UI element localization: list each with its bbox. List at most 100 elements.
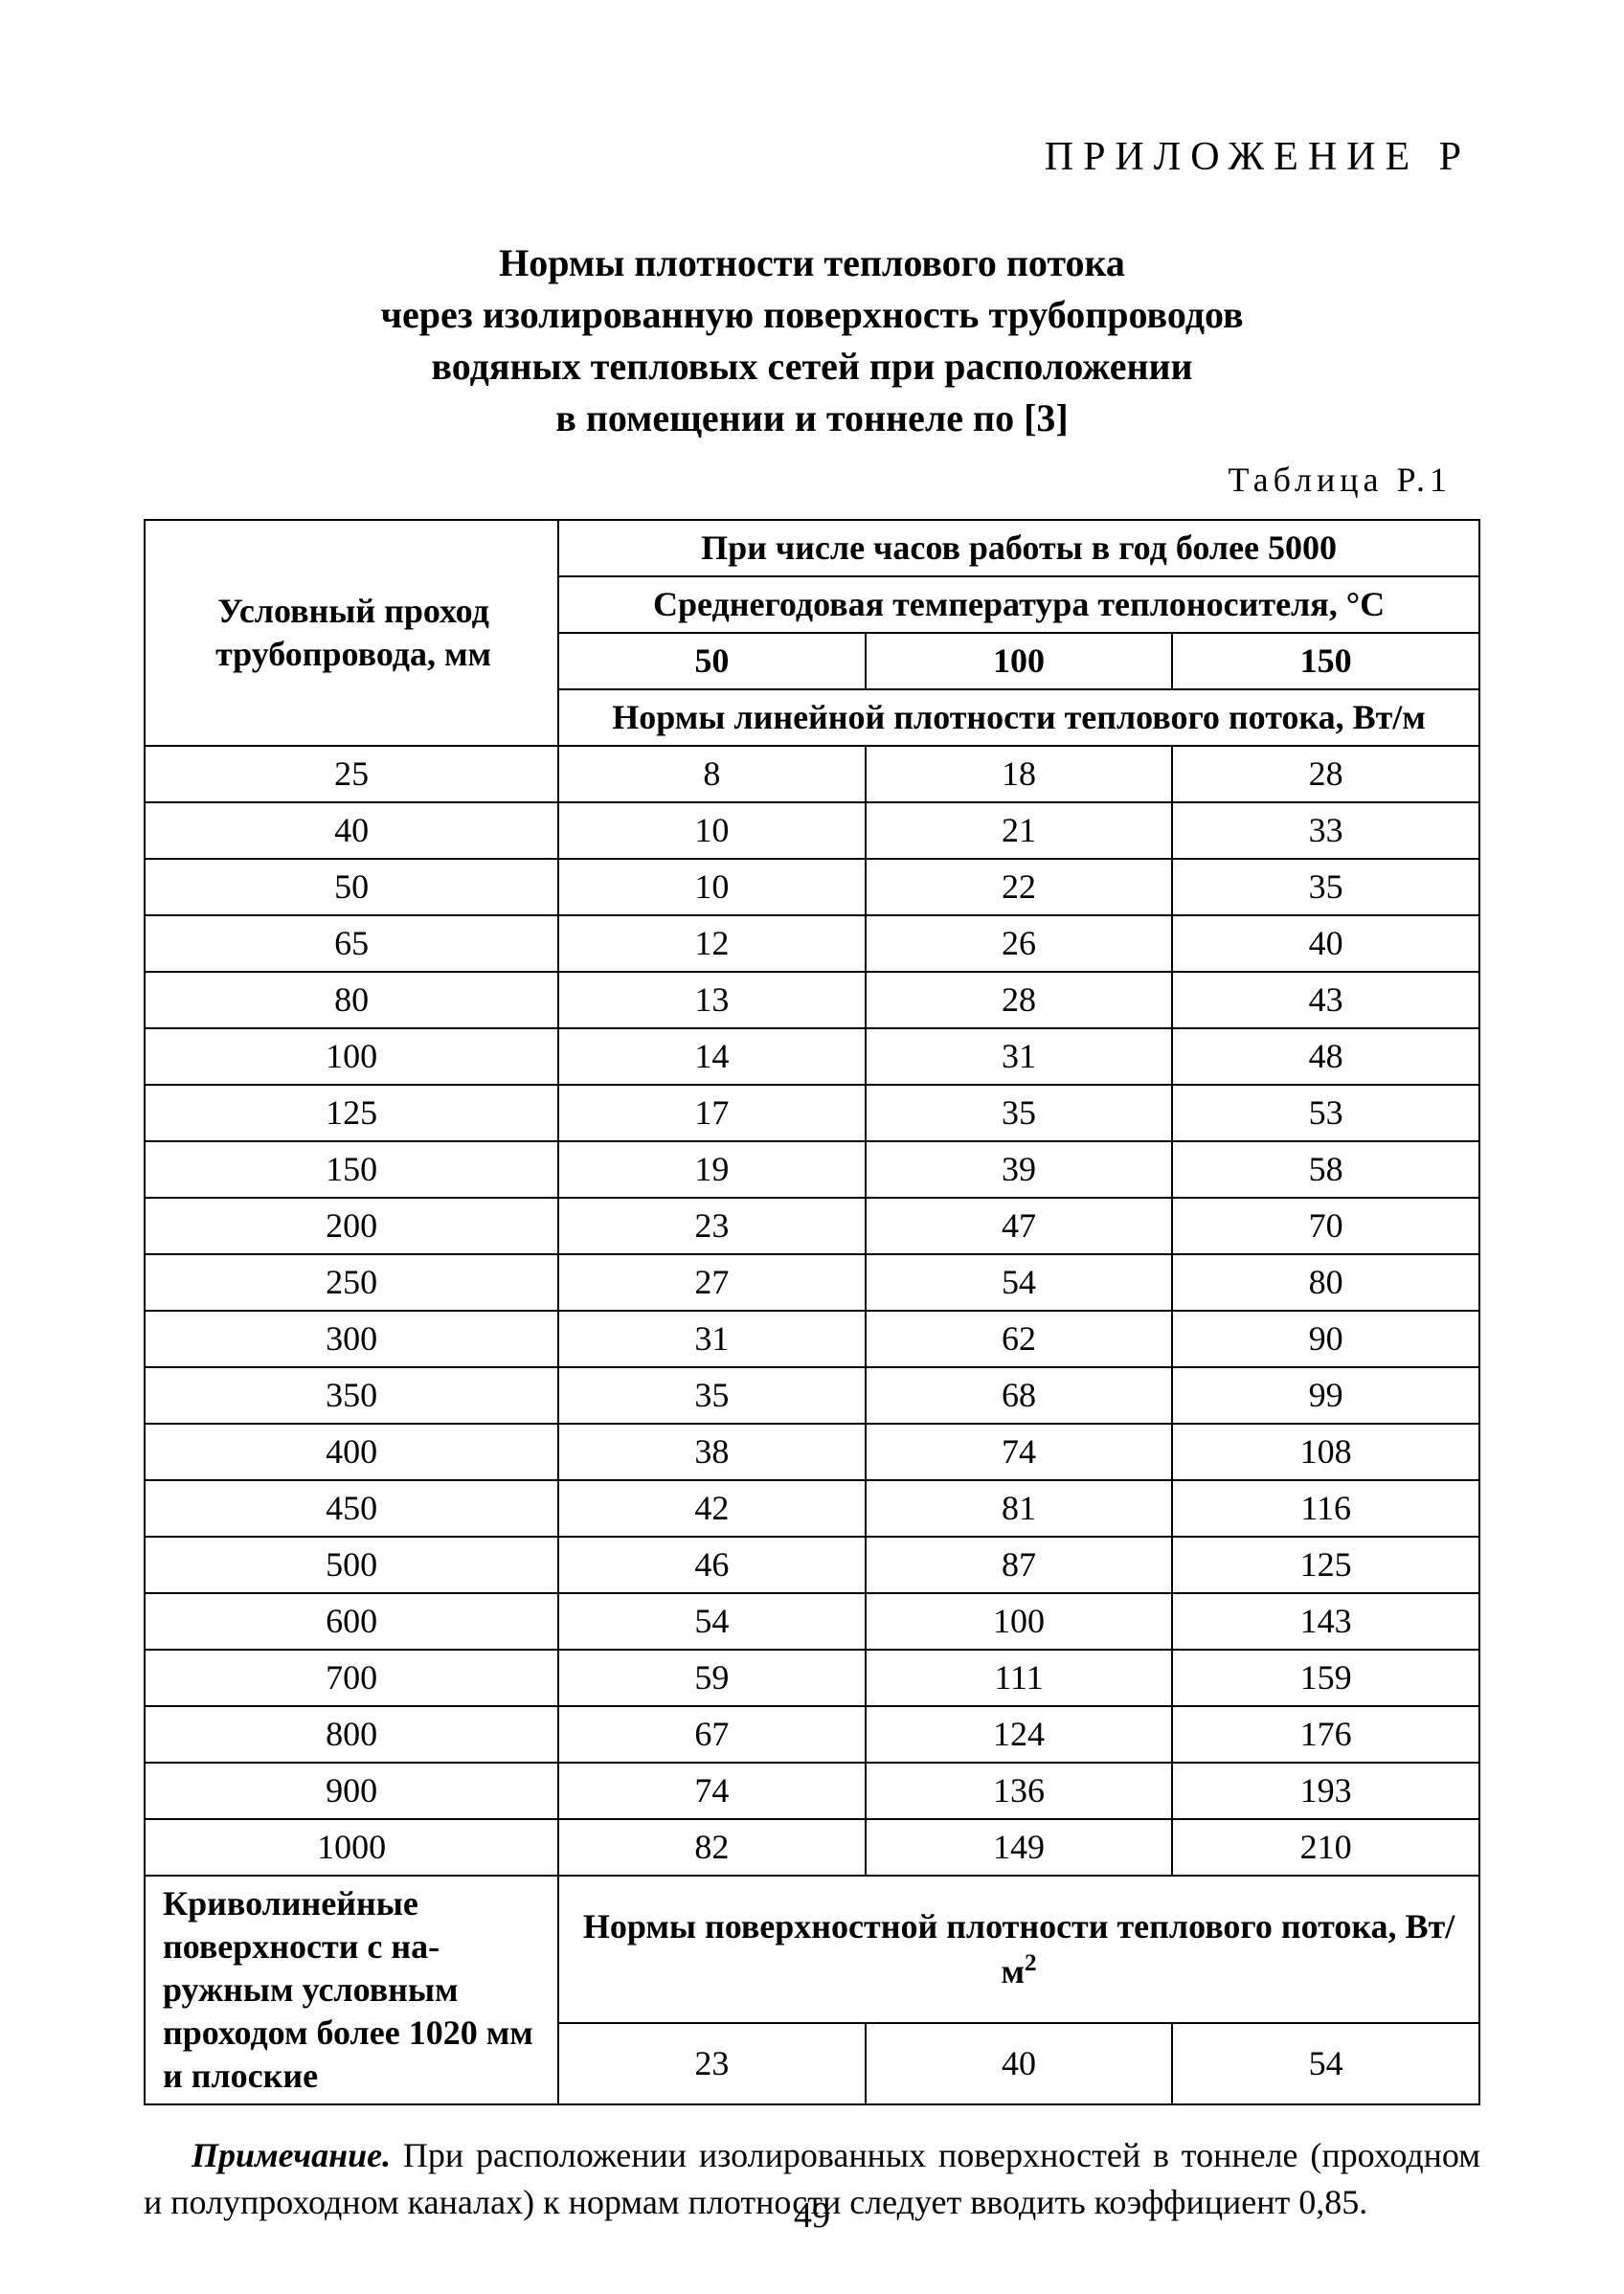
value-cell: 125 bbox=[1172, 1537, 1479, 1593]
col-header-temp-value: 50 bbox=[558, 633, 866, 689]
value-cell: 62 bbox=[866, 1311, 1173, 1367]
value-cell: 159 bbox=[1172, 1650, 1479, 1706]
value-cell: 54 bbox=[866, 1254, 1173, 1311]
value-cell: 33 bbox=[1172, 802, 1479, 859]
value-cell: 90 bbox=[1172, 1311, 1479, 1367]
value-cell: 10 bbox=[558, 859, 866, 915]
value-cell: 48 bbox=[1172, 1028, 1479, 1085]
value-cell: 100 bbox=[866, 1593, 1173, 1650]
diameter-cell: 800 bbox=[145, 1706, 558, 1763]
appendix-heading: ПРИЛОЖЕНИЕ Р bbox=[144, 134, 1480, 180]
diameter-cell: 600 bbox=[145, 1593, 558, 1650]
curvilinear-value: 54 bbox=[1172, 2023, 1479, 2104]
surface-flux-header-sup: 2 bbox=[1025, 1950, 1037, 1976]
value-cell: 28 bbox=[866, 972, 1173, 1028]
diameter-cell: 50 bbox=[145, 859, 558, 915]
value-cell: 193 bbox=[1172, 1763, 1479, 1819]
value-cell: 18 bbox=[866, 746, 1173, 802]
value-cell: 26 bbox=[866, 915, 1173, 972]
page-number: 49 bbox=[0, 2194, 1624, 2237]
col-header-temp-value: 150 bbox=[1172, 633, 1479, 689]
table-row: 100082149210 bbox=[145, 1819, 1479, 1876]
value-cell: 59 bbox=[558, 1650, 866, 1706]
title-line: Нормы плотности теплового потока bbox=[144, 237, 1480, 289]
diameter-cell: 100 bbox=[145, 1028, 558, 1085]
value-cell: 39 bbox=[866, 1141, 1173, 1198]
value-cell: 31 bbox=[558, 1311, 866, 1367]
value-cell: 23 bbox=[558, 1198, 866, 1254]
value-cell: 35 bbox=[1172, 859, 1479, 915]
table-row: 40102133 bbox=[145, 802, 1479, 859]
value-cell: 8 bbox=[558, 746, 866, 802]
title-line: в помещении и тоннеле по [3] bbox=[144, 393, 1480, 444]
value-cell: 67 bbox=[558, 1706, 866, 1763]
value-cell: 143 bbox=[1172, 1593, 1479, 1650]
diameter-cell: 400 bbox=[145, 1424, 558, 1480]
value-cell: 38 bbox=[558, 1424, 866, 1480]
diameter-cell: 150 bbox=[145, 1141, 558, 1198]
title-line: водяных тепловых сетей при расположении bbox=[144, 341, 1480, 393]
title-line: через изолированную поверхность трубопро… bbox=[144, 289, 1480, 341]
diameter-cell: 80 bbox=[145, 972, 558, 1028]
value-cell: 82 bbox=[558, 1819, 866, 1876]
value-cell: 149 bbox=[866, 1819, 1173, 1876]
value-cell: 22 bbox=[866, 859, 1173, 915]
diameter-cell: 250 bbox=[145, 1254, 558, 1311]
diameter-cell: 700 bbox=[145, 1650, 558, 1706]
table-row: 100143148 bbox=[145, 1028, 1479, 1085]
table-row: 200234770 bbox=[145, 1198, 1479, 1254]
note-label: Примечание. bbox=[192, 2136, 391, 2174]
surface-flux-header: Нормы поверхностной плотности теплового … bbox=[558, 1876, 1479, 2023]
value-cell: 136 bbox=[866, 1763, 1173, 1819]
diameter-cell: 500 bbox=[145, 1537, 558, 1593]
value-cell: 46 bbox=[558, 1537, 866, 1593]
table-row: 125173553 bbox=[145, 1085, 1479, 1141]
value-cell: 74 bbox=[558, 1763, 866, 1819]
col-header-linear: Нормы линейной плотности теплового поток… bbox=[558, 689, 1479, 746]
table-body: 2581828401021335010223565122640801328431… bbox=[145, 746, 1479, 1876]
table-row: 4504281116 bbox=[145, 1480, 1479, 1537]
table-row: 150193958 bbox=[145, 1141, 1479, 1198]
value-cell: 21 bbox=[866, 802, 1173, 859]
value-cell: 27 bbox=[558, 1254, 866, 1311]
value-cell: 81 bbox=[866, 1480, 1173, 1537]
table-row: 300316290 bbox=[145, 1311, 1479, 1367]
col-header-diameter: Условный проход трубопровода, мм bbox=[145, 520, 558, 746]
value-cell: 19 bbox=[558, 1141, 866, 1198]
document-title: Нормы плотности теплового потока через и… bbox=[144, 237, 1480, 444]
value-cell: 70 bbox=[1172, 1198, 1479, 1254]
diameter-cell: 25 bbox=[145, 746, 558, 802]
diameter-cell: 300 bbox=[145, 1311, 558, 1367]
value-cell: 35 bbox=[866, 1085, 1173, 1141]
page: ПРИЛОЖЕНИЕ Р Нормы плотности теплового п… bbox=[0, 0, 1624, 2294]
heat-flux-table: Условный проход трубопровода, мм При чис… bbox=[144, 519, 1480, 2105]
value-cell: 58 bbox=[1172, 1141, 1479, 1198]
table-row: 5004687125 bbox=[145, 1537, 1479, 1593]
value-cell: 99 bbox=[1172, 1367, 1479, 1424]
table-row: 50102235 bbox=[145, 859, 1479, 915]
table-row: 80067124176 bbox=[145, 1706, 1479, 1763]
table-footer-section: Криволинейные поверхности с на­ружным ус… bbox=[145, 1876, 1479, 2104]
value-cell: 54 bbox=[558, 1593, 866, 1650]
value-cell: 13 bbox=[558, 972, 866, 1028]
col-header-hours: При числе часов работы в год более 5000 bbox=[558, 520, 1479, 576]
value-cell: 14 bbox=[558, 1028, 866, 1085]
diameter-cell: 40 bbox=[145, 802, 558, 859]
value-cell: 116 bbox=[1172, 1480, 1479, 1537]
value-cell: 111 bbox=[866, 1650, 1173, 1706]
table-row: 350356899 bbox=[145, 1367, 1479, 1424]
value-cell: 53 bbox=[1172, 1085, 1479, 1141]
diameter-cell: 350 bbox=[145, 1367, 558, 1424]
diameter-cell: 1000 bbox=[145, 1819, 558, 1876]
curvilinear-value: 40 bbox=[866, 2023, 1173, 2104]
value-cell: 108 bbox=[1172, 1424, 1479, 1480]
table-head: Условный проход трубопровода, мм При чис… bbox=[145, 520, 1479, 746]
value-cell: 35 bbox=[558, 1367, 866, 1424]
table-row: 90074136193 bbox=[145, 1763, 1479, 1819]
value-cell: 87 bbox=[866, 1537, 1173, 1593]
value-cell: 176 bbox=[1172, 1706, 1479, 1763]
table-row: 60054100143 bbox=[145, 1593, 1479, 1650]
value-cell: 74 bbox=[866, 1424, 1173, 1480]
value-cell: 43 bbox=[1172, 972, 1479, 1028]
surface-flux-header-text: Нормы поверхностной плотности теплового … bbox=[583, 1907, 1455, 1990]
